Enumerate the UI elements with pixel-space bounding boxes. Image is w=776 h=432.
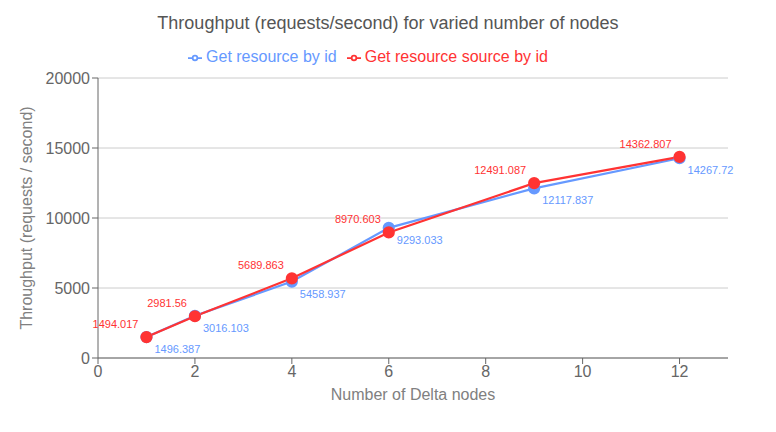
svg-text:1496.387: 1496.387 — [154, 343, 200, 355]
svg-text:12: 12 — [671, 363, 689, 380]
svg-text:2981.56: 2981.56 — [147, 297, 187, 309]
svg-text:12491.087: 12491.087 — [474, 164, 526, 176]
svg-text:5458.937: 5458.937 — [300, 288, 346, 300]
html-text:Throughput (requests/second) f: Throughput (requests/second) for varied … — [157, 13, 619, 33]
svg-text:14362.807: 14362.807 — [620, 138, 672, 150]
svg-text:5689.863: 5689.863 — [238, 259, 284, 271]
svg-text:0: 0 — [81, 350, 90, 367]
svg-text:14267.72: 14267.72 — [688, 164, 734, 176]
svg-text:12117.837: 12117.837 — [542, 194, 593, 206]
svg-text:3016.103: 3016.103 — [203, 322, 249, 334]
svg-text:6: 6 — [384, 363, 393, 380]
svg-text:1494.017: 1494.017 — [93, 318, 139, 330]
svg-text:2: 2 — [190, 363, 199, 380]
svg-text:Number of Delta nodes: Number of Delta nodes — [331, 386, 496, 403]
svg-text:9293.033: 9293.033 — [397, 234, 443, 246]
svg-text:10: 10 — [574, 363, 592, 380]
svg-text:8: 8 — [481, 363, 490, 380]
svg-text:5000: 5000 — [54, 280, 90, 297]
svg-text:15000: 15000 — [46, 140, 91, 157]
html-text:Get resource source by id: Get resource source by id — [364, 48, 548, 65]
svg-text:8970.603: 8970.603 — [335, 213, 381, 225]
svg-text:10000: 10000 — [46, 210, 91, 227]
svg-text:0: 0 — [94, 363, 103, 380]
html-text:Get resource by id: Get resource by id — [206, 48, 337, 65]
svg-text:20000: 20000 — [46, 70, 91, 87]
svg-text:4: 4 — [287, 363, 296, 380]
svg-text:Throughput (requests / second): Throughput (requests / second) — [18, 106, 35, 329]
